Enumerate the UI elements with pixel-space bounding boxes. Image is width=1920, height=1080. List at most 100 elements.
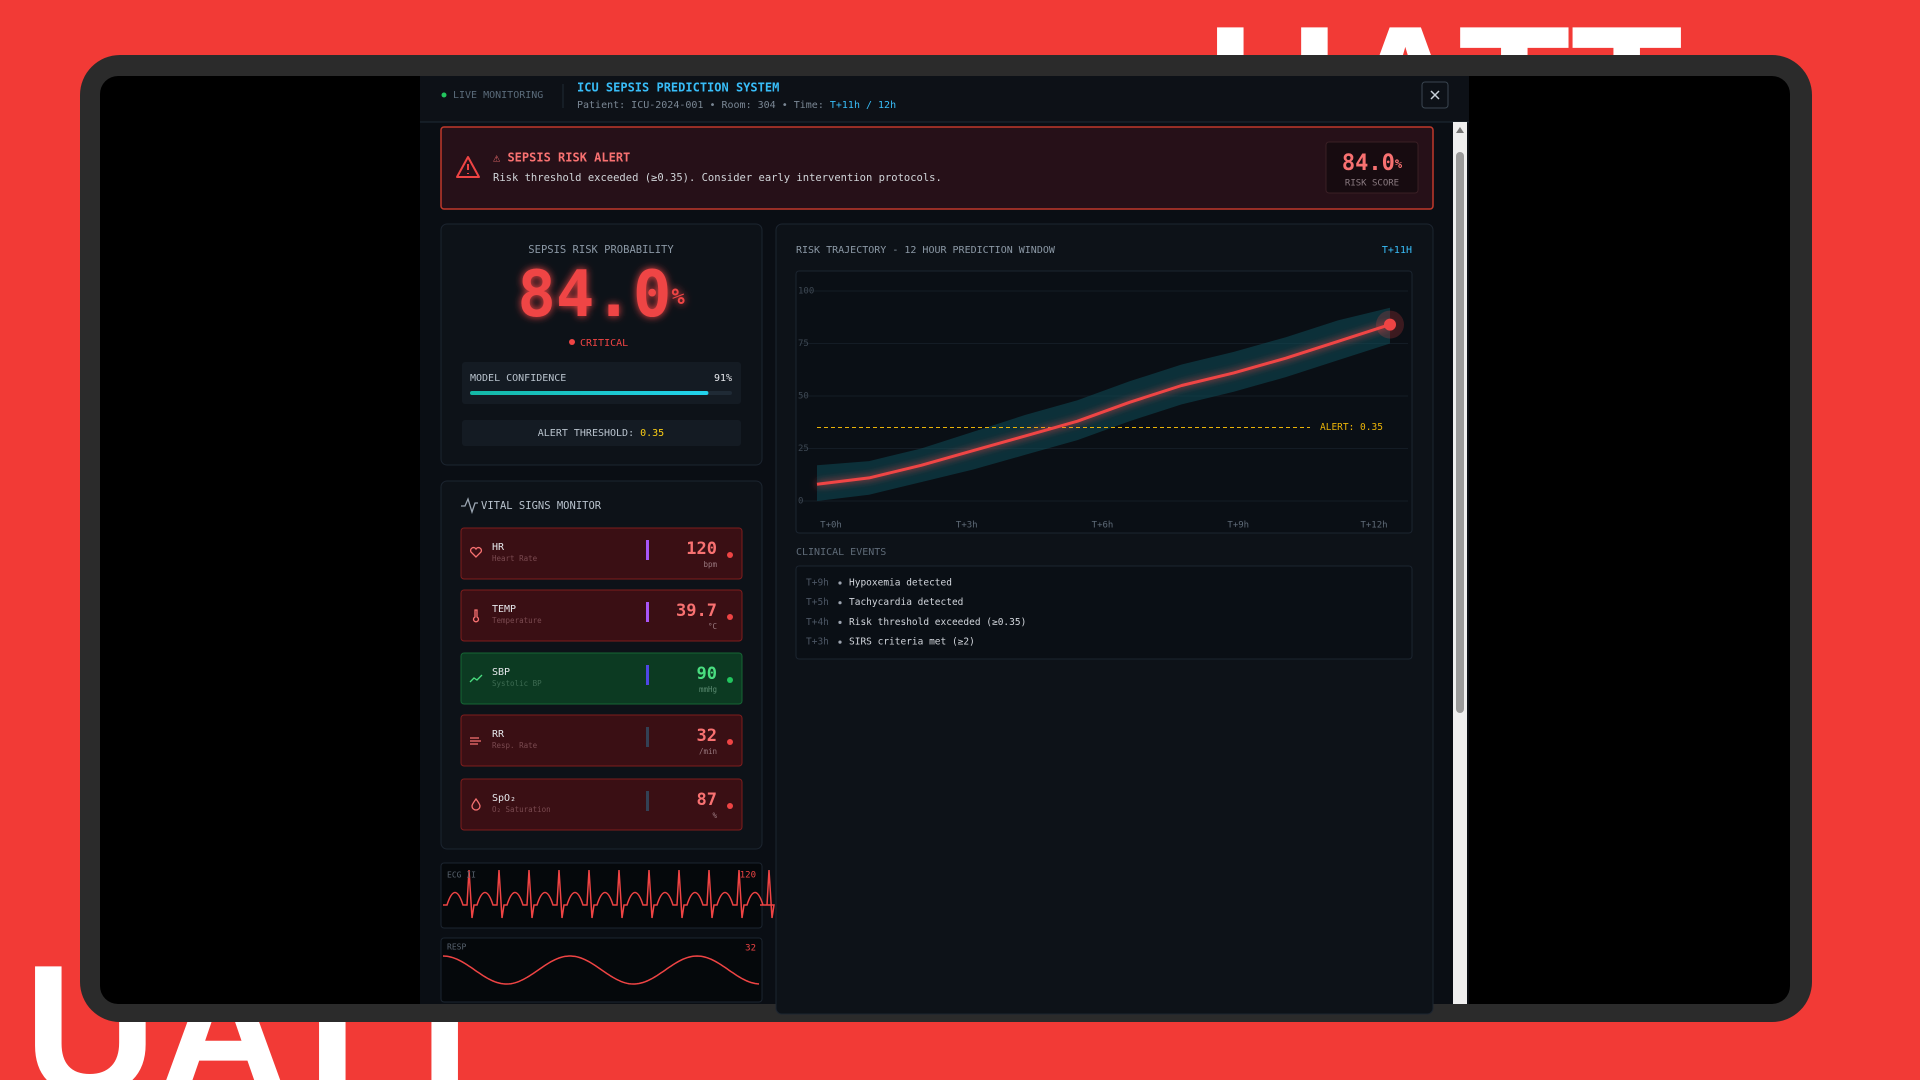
event-time: T+3h	[806, 637, 829, 648]
threshold-box	[462, 420, 741, 446]
vital-unit: bpm	[703, 560, 717, 569]
threshold-label: ALERT: 0.35	[1320, 422, 1383, 433]
y-tick-label: 100	[798, 287, 814, 297]
alert-title: ⚠ SEPSIS RISK ALERT	[493, 151, 630, 165]
score-unit: %	[1395, 157, 1403, 171]
vital-sublabel: Systolic BP	[492, 679, 542, 688]
risk-number: 84.0	[517, 258, 671, 332]
vital-indicator	[646, 540, 649, 560]
vital-value: 32	[697, 726, 717, 746]
y-tick-label: 50	[798, 392, 809, 402]
risk-panel	[440, 223, 763, 466]
event-time: T+9h	[806, 578, 829, 589]
y-tick-label: 25	[798, 444, 809, 454]
vital-value: 87	[697, 790, 717, 810]
events-list: T+9h Hypoxemia detected T+5h Tachycardia de…	[806, 578, 1026, 648]
current-time: T+11H	[1382, 245, 1412, 256]
vital-indicator	[646, 791, 649, 811]
risk-line	[816, 323, 1391, 486]
event-time: T+4h	[806, 617, 829, 628]
vital-value: 39.7	[676, 601, 717, 621]
vital-indicator	[646, 727, 649, 747]
time-text: T+11h / 12h	[830, 100, 896, 111]
vital-sublabel: Resp. Rate	[492, 741, 538, 750]
subtitle: Patient: ICU-2024-001 • Room: 304 • Time…	[577, 100, 896, 111]
vital-unit: °C	[708, 622, 717, 631]
vital-icon	[472, 609, 480, 623]
vital-icon	[469, 674, 483, 683]
live-dot	[441, 92, 447, 98]
vital-sublabel: Heart Rate	[492, 554, 538, 563]
current-point	[1384, 318, 1396, 331]
vital-dot	[727, 739, 733, 745]
vital-sublabel: Temperature	[492, 616, 542, 625]
header-bar	[420, 76, 1469, 122]
event-bullet	[838, 640, 842, 644]
score-label: RISK SCORE	[1345, 179, 1399, 189]
vital-row	[460, 652, 743, 705]
score-value: 84.0	[1342, 151, 1395, 176]
critical-dot	[569, 339, 575, 345]
x-label: T+3h	[956, 521, 978, 531]
events-title: CLINICAL EVENTS	[796, 547, 886, 558]
vitals-title: VITAL SIGNS MONITOR	[481, 500, 602, 512]
vital-icon	[469, 546, 483, 558]
event-text: Hypoxemia detected	[849, 578, 952, 589]
scroll-up[interactable]	[1456, 127, 1464, 133]
vital-unit: mmHg	[699, 685, 717, 694]
vital-label: SBP	[492, 667, 510, 678]
event-bullet	[838, 581, 842, 585]
risk-value: 84.0%	[517, 258, 685, 332]
alert-message: Risk threshold exceeded (≥0.35). Conside…	[493, 172, 942, 184]
event-time: T+5h	[806, 597, 829, 608]
vitals-icon	[461, 497, 478, 515]
vital-label: RR	[492, 729, 505, 740]
y-tick-label: 0	[798, 497, 803, 507]
vital-dot	[727, 614, 733, 620]
vital-label: TEMP	[492, 604, 516, 615]
vital-value: 120	[686, 539, 717, 559]
vital-indicator	[646, 602, 649, 622]
resp-wave	[442, 955, 760, 985]
ecg-wave	[443, 869, 775, 919]
vital-unit: /min	[699, 747, 717, 756]
y-tick-label: 75	[798, 339, 809, 349]
ecg-label: ECG II	[447, 871, 476, 880]
risk-unit: %	[671, 285, 685, 310]
x-label: T+0h	[820, 521, 842, 531]
app-title: ICU SEPSIS PREDICTION SYSTEM	[577, 81, 779, 95]
close-icon[interactable]	[1430, 90, 1440, 100]
event-bullet	[838, 601, 842, 605]
vital-value: 90	[697, 664, 717, 684]
chart: 0 25 50 75 100 T+0h T+3h T+6h T+9h T+12h ALERT: 0.…	[798, 287, 1408, 531]
score: 84.0%	[1342, 151, 1403, 176]
event-text: Tachycardia detected	[849, 597, 963, 608]
x-label: T+9h	[1227, 521, 1249, 531]
close-button[interactable]	[1421, 81, 1449, 109]
resp-label: RESP	[447, 943, 466, 952]
scroll-thumb[interactable]	[1456, 152, 1464, 713]
vital-label: SpO₂	[492, 793, 516, 804]
vital-sublabel: O₂ Saturation	[492, 805, 551, 814]
risk-level: CRITICAL	[580, 338, 628, 349]
event-text: Risk threshold exceeded (≥0.35)	[849, 617, 1026, 628]
threshold-value: 0.35	[640, 428, 664, 439]
resp-value: 32	[745, 944, 756, 954]
vital-indicator	[646, 665, 649, 685]
vital-row	[460, 589, 743, 642]
ecg-value: 120	[740, 871, 756, 881]
event-bullet	[838, 620, 842, 625]
x-label: T+12h	[1360, 521, 1387, 531]
confidence-band	[817, 307, 1390, 501]
vital-dot	[727, 677, 733, 683]
confidence-bar	[470, 391, 709, 395]
threshold: ALERT THRESHOLD: 0.35	[538, 428, 664, 439]
vital-row	[460, 527, 743, 580]
risk-title: SEPSIS RISK PROBABILITY	[528, 244, 674, 256]
threshold-label: ALERT THRESHOLD:	[538, 428, 634, 439]
confidence-label: MODEL CONFIDENCE	[470, 373, 566, 384]
score-box	[1325, 141, 1419, 194]
